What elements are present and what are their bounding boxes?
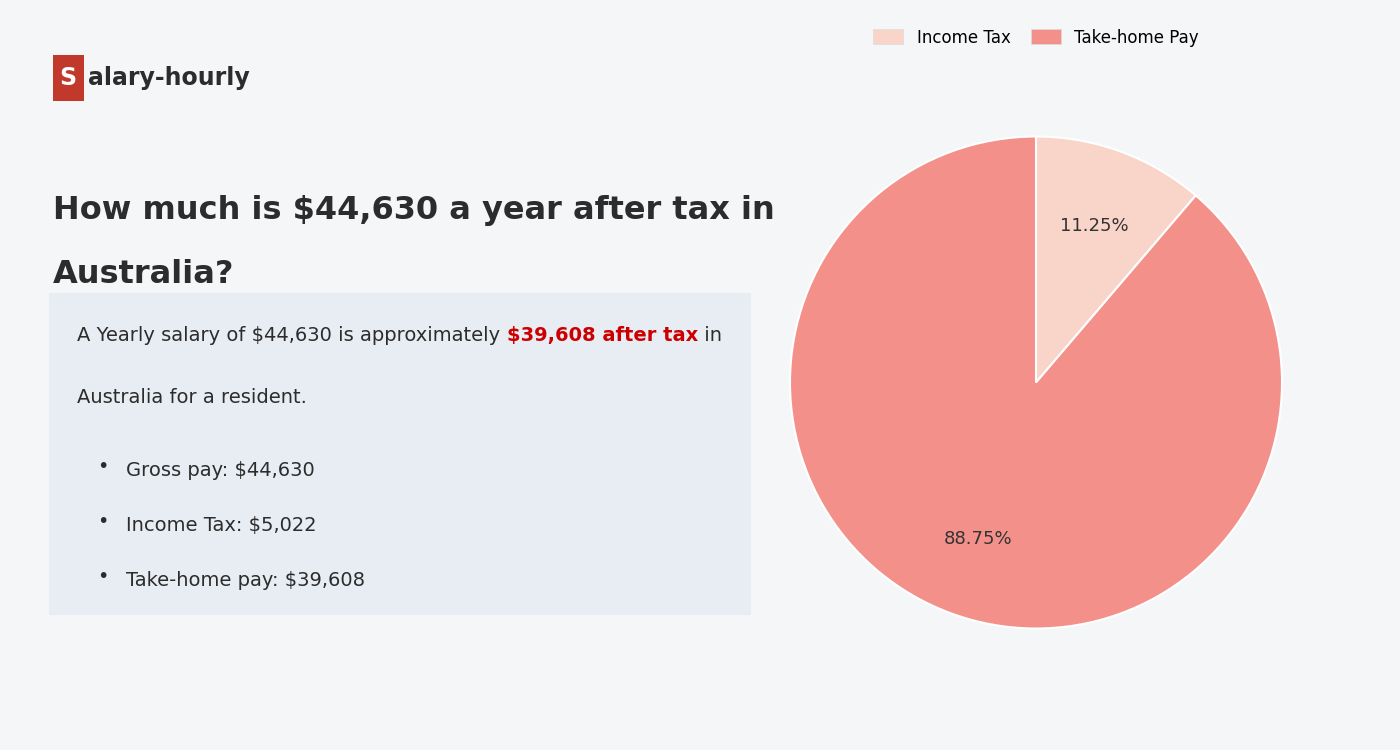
Text: Take-home pay: $39,608: Take-home pay: $39,608 [126,571,365,590]
Text: alary-hourly: alary-hourly [88,66,249,90]
FancyBboxPatch shape [49,292,750,615]
Wedge shape [790,136,1282,628]
Text: S: S [60,66,77,90]
Text: 11.25%: 11.25% [1060,217,1128,235]
Text: A Yearly salary of $44,630 is approximately: A Yearly salary of $44,630 is approximat… [77,326,507,345]
Text: Income Tax: $5,022: Income Tax: $5,022 [126,516,316,535]
FancyBboxPatch shape [53,55,84,101]
Text: •: • [98,567,109,586]
Text: Gross pay: $44,630: Gross pay: $44,630 [126,461,315,480]
Text: in: in [697,326,722,345]
Wedge shape [1036,136,1196,382]
Text: How much is $44,630 a year after tax in: How much is $44,630 a year after tax in [53,195,774,226]
Text: Australia for a resident.: Australia for a resident. [77,388,307,406]
Text: Australia?: Australia? [53,259,234,290]
Text: $39,608 after tax: $39,608 after tax [507,326,697,345]
Text: 88.75%: 88.75% [944,530,1012,548]
Text: •: • [98,458,109,476]
Legend: Income Tax, Take-home Pay: Income Tax, Take-home Pay [867,22,1205,53]
Text: •: • [98,512,109,531]
